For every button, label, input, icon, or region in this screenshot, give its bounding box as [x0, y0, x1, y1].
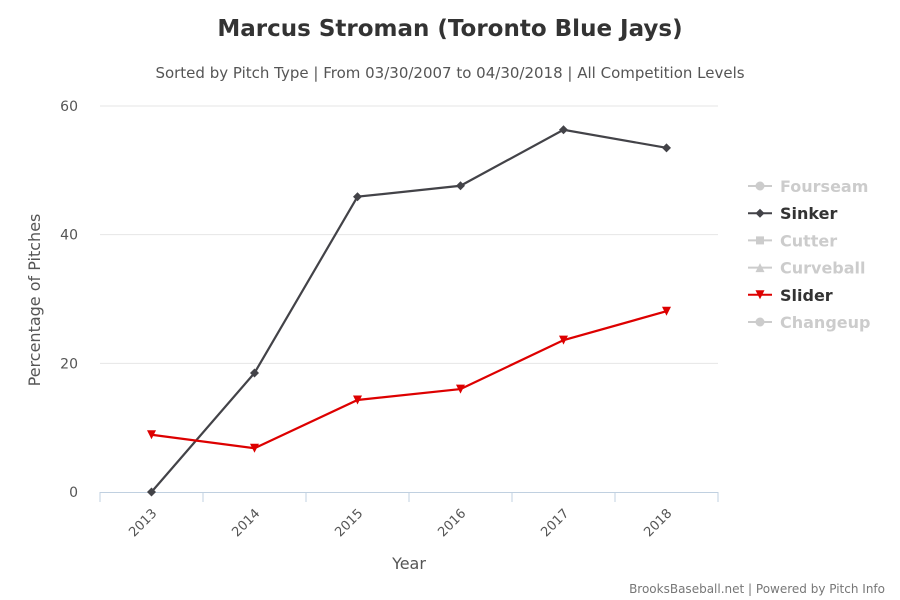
slider-point[interactable]: [559, 335, 568, 345]
legend-label: Sinker: [780, 204, 837, 223]
sinker-point[interactable]: [353, 192, 362, 202]
x-tick-label: 2014: [229, 506, 263, 540]
legend-diamond-icon[interactable]: [755, 208, 765, 218]
sinker-line[interactable]: [150, 128, 667, 493]
sinker-point[interactable]: [250, 368, 259, 378]
grid: [99, 105, 719, 502]
legend-item-changeup[interactable]: Changeup: [748, 313, 870, 332]
y-tick-label: 20: [60, 356, 78, 372]
legend-item-cutter[interactable]: Cutter: [748, 231, 837, 250]
legend-label: Changeup: [780, 313, 870, 332]
legend-item-slider[interactable]: Slider: [748, 286, 833, 305]
legend-circle-icon[interactable]: [755, 181, 765, 191]
chart-title: Marcus Stroman (Toronto Blue Jays): [217, 16, 682, 42]
slider-point[interactable]: [353, 395, 362, 405]
x-axis-label: Year: [391, 554, 426, 573]
legend-item-curveball[interactable]: Curveball: [748, 259, 866, 278]
y-axis-ticks: 0 20 40 60: [60, 99, 78, 501]
slider-point[interactable]: [662, 306, 671, 316]
y-tick-label: 40: [60, 228, 78, 244]
legend-label: Cutter: [780, 231, 837, 250]
y-tick-label: 60: [60, 99, 78, 115]
sinker-point[interactable]: [456, 181, 465, 191]
legend-label: Slider: [780, 286, 833, 305]
x-tick-label: 2016: [435, 506, 469, 540]
slider-point[interactable]: [250, 443, 259, 453]
sinker-point[interactable]: [147, 487, 156, 497]
legend-item-sinker[interactable]: Sinker: [748, 204, 837, 223]
slider-point[interactable]: [147, 430, 156, 440]
slider-point[interactable]: [456, 384, 465, 394]
series-sinker: [147, 125, 671, 497]
x-tick-label: 2013: [126, 506, 160, 540]
series-slider: [147, 306, 671, 453]
legend-label: Fourseam: [780, 177, 868, 196]
sinker-point[interactable]: [662, 143, 671, 153]
legend-triangle-down-icon[interactable]: [755, 290, 765, 300]
legend-triangle-icon[interactable]: [755, 263, 765, 273]
legend-item-fourseam[interactable]: Fourseam: [748, 177, 868, 196]
legend: Fourseam Sinker Cutter Curveball Slider Chang…: [748, 177, 870, 332]
sinker-point[interactable]: [559, 125, 568, 135]
legend-label: Curveball: [780, 259, 866, 278]
legend-square-icon[interactable]: [756, 236, 764, 245]
x-tick-label: 2018: [641, 506, 675, 540]
x-tick-label: 2017: [538, 506, 572, 540]
legend-circle-icon[interactable]: [755, 317, 765, 327]
y-axis-label: Percentage of Pitches: [25, 214, 44, 387]
series-group: [147, 125, 671, 497]
x-axis-ticks: 2013 2014 2015 2016 2017 2018: [126, 506, 675, 540]
credits[interactable]: BrooksBaseball.net | Powered by Pitch In…: [629, 582, 885, 596]
slider-line[interactable]: [151, 310, 667, 450]
chart-subtitle: Sorted by Pitch Type | From 03/30/2007 t…: [155, 64, 744, 82]
x-tick-label: 2015: [332, 506, 366, 540]
y-tick-label: 0: [69, 485, 78, 501]
